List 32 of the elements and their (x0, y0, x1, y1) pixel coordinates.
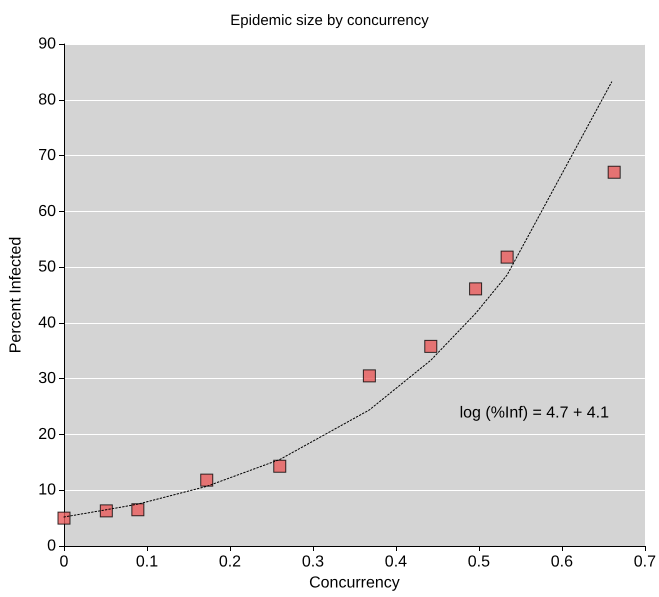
y-tick-label: 0 (47, 538, 56, 554)
y-tick-label: 80 (38, 91, 56, 108)
point (469, 282, 482, 296)
point (608, 166, 621, 179)
y-tick-label: 10 (38, 482, 56, 499)
point (58, 512, 70, 525)
point (273, 460, 286, 473)
point (424, 340, 438, 353)
y-axis-title: Percent Infected (8, 236, 24, 354)
point (131, 503, 144, 516)
y-tick-label: 30 (38, 370, 56, 388)
point (362, 369, 376, 382)
y-tick-label: 20 (38, 426, 56, 443)
point (500, 250, 514, 264)
x-tick-label: 0.5 (468, 554, 490, 570)
point (200, 474, 214, 487)
x-tick-label: 0 (60, 554, 69, 570)
annotation: log (%Inf) = 4.7 + 4.1 (460, 404, 610, 422)
point (100, 504, 113, 518)
chart-title: Epidemic size by concurrency (230, 12, 430, 29)
y-tick-label: 70 (38, 147, 56, 164)
y-tick-label: 40 (38, 314, 56, 332)
y-tick-label: 60 (38, 202, 56, 220)
x-tick-label: 0.1 (136, 554, 158, 570)
x-axis-title: Concurrency (309, 574, 400, 592)
x-tick-label: 0.7 (634, 554, 656, 570)
x-tick-label: 0.3 (302, 554, 324, 570)
x-tick-label: 0.2 (218, 554, 242, 570)
y-tick-label: 50 (38, 258, 56, 276)
x-tick-label: 0.6 (550, 554, 574, 570)
x-tick-label: 0.4 (384, 554, 408, 570)
y-tick-label: 90 (38, 36, 56, 52)
